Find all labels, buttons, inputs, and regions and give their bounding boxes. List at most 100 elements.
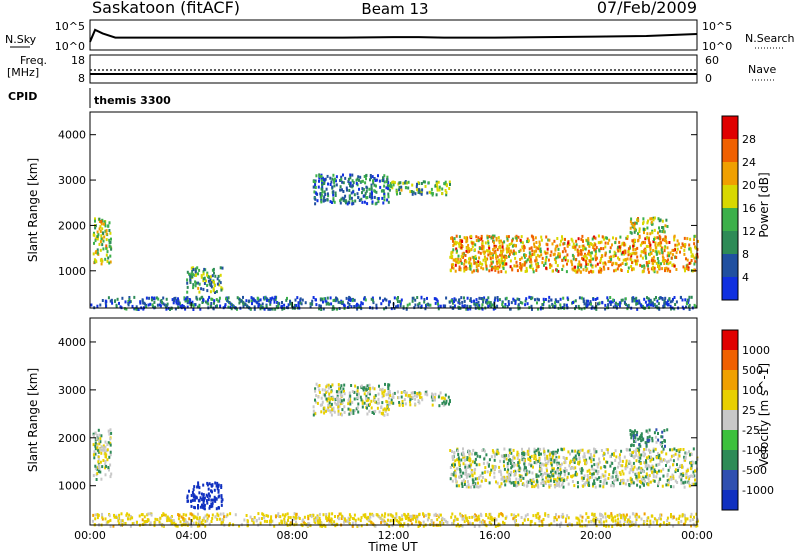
heatmap-cell [664, 269, 666, 272]
heatmap-cell [416, 183, 418, 186]
heatmap-cell [659, 296, 661, 299]
heatmap-cell [558, 456, 560, 459]
heatmap-cell [372, 200, 374, 203]
heatmap-cell [102, 247, 104, 250]
heatmap-cell [673, 454, 675, 457]
heatmap-cell [660, 457, 662, 460]
heatmap-cell [529, 251, 531, 254]
heatmap-cell [328, 393, 330, 396]
heatmap-cell [441, 517, 443, 520]
heatmap-cell [550, 479, 552, 482]
heatmap-cell [471, 474, 473, 477]
heatmap-cell [314, 198, 316, 201]
heatmap-cell [336, 175, 338, 178]
heatmap-cell [558, 248, 560, 251]
heatmap-cell [664, 445, 666, 448]
heatmap-cell [508, 459, 510, 462]
heatmap-cell [369, 516, 371, 519]
heatmap-cell [506, 251, 508, 254]
heatmap-cell [627, 235, 629, 238]
heatmap-cell [186, 278, 188, 281]
heatmap-cell [658, 250, 660, 253]
heatmap-cell [510, 471, 512, 474]
heatmap-cell [668, 522, 670, 525]
heatmap-cell [221, 500, 223, 503]
heatmap-cell [349, 299, 351, 302]
heatmap-cell [496, 262, 498, 265]
heatmap-cell [98, 464, 100, 467]
heatmap-cell [635, 448, 637, 451]
heatmap-cell [471, 242, 473, 245]
heatmap-cell [213, 281, 215, 284]
heatmap-cell [667, 517, 669, 520]
heatmap-cell [197, 513, 199, 516]
heatmap-cell [207, 302, 209, 305]
heatmap-cell [540, 250, 542, 253]
heatmap-cell [667, 225, 669, 228]
heatmap-cell [409, 303, 411, 306]
heatmap-cell [516, 264, 518, 267]
heatmap-cell [351, 197, 353, 200]
heatmap-cell [192, 268, 194, 271]
heatmap-cell [577, 249, 579, 252]
heatmap-cell [563, 479, 565, 482]
heatmap-cell [494, 455, 496, 458]
heatmap-cell [396, 298, 398, 301]
heatmap-cell [588, 484, 590, 487]
heatmap-cell [338, 413, 340, 416]
heatmap-cell [357, 386, 359, 389]
heatmap-cell [121, 297, 123, 300]
heatmap-cell [480, 252, 482, 255]
heatmap-cell [390, 401, 392, 404]
heatmap-cell [267, 515, 269, 518]
heatmap-cell [577, 461, 579, 464]
heatmap-cell [365, 397, 367, 400]
heatmap-cell [440, 305, 442, 308]
heatmap-cell [525, 297, 527, 300]
heatmap-cell [351, 174, 353, 177]
heatmap-cell [558, 474, 560, 477]
heatmap-cell [95, 442, 97, 445]
heatmap-cell [688, 244, 690, 247]
heatmap-cell [483, 245, 485, 248]
heatmap-cell [504, 303, 506, 306]
heatmap-cell [466, 247, 468, 250]
heatmap-cell [484, 471, 486, 474]
heatmap-cell [655, 428, 657, 431]
heatmap-cell [532, 466, 534, 469]
heatmap-cell [369, 195, 371, 198]
heatmap-cell [692, 475, 694, 478]
heatmap-cell [638, 299, 640, 302]
heatmap-cell [603, 268, 605, 271]
heatmap-cell [154, 518, 156, 521]
heatmap-cell [187, 500, 189, 503]
heatmap-cell [464, 483, 466, 486]
heatmap-cell [546, 457, 548, 460]
heatmap-cell [645, 441, 647, 444]
heatmap-cell [597, 470, 599, 473]
heatmap-cell [489, 235, 491, 238]
heatmap-cell [195, 274, 197, 277]
heatmap-cell [421, 193, 423, 196]
heatmap-cell [566, 270, 568, 273]
heatmap-cell [588, 481, 590, 484]
heatmap-cell [458, 245, 460, 248]
heatmap-cell [685, 473, 687, 476]
heatmap-cell [629, 253, 631, 256]
heatmap-cell [315, 394, 317, 397]
heatmap-cell [250, 516, 252, 519]
heatmap-cell [159, 517, 161, 520]
heatmap-cell [203, 268, 205, 271]
heatmap-cell [443, 518, 445, 521]
heatmap-cell [446, 184, 448, 187]
heatmap-cell [672, 253, 674, 256]
heatmap-cell [612, 517, 614, 520]
heatmap-cell [188, 517, 190, 520]
heatmap-cell [149, 303, 151, 306]
heatmap-cell [629, 448, 631, 451]
heatmap-cell [193, 496, 195, 499]
heatmap-cell [553, 480, 555, 483]
heatmap-cell [543, 464, 545, 467]
heatmap-cell [497, 296, 499, 299]
